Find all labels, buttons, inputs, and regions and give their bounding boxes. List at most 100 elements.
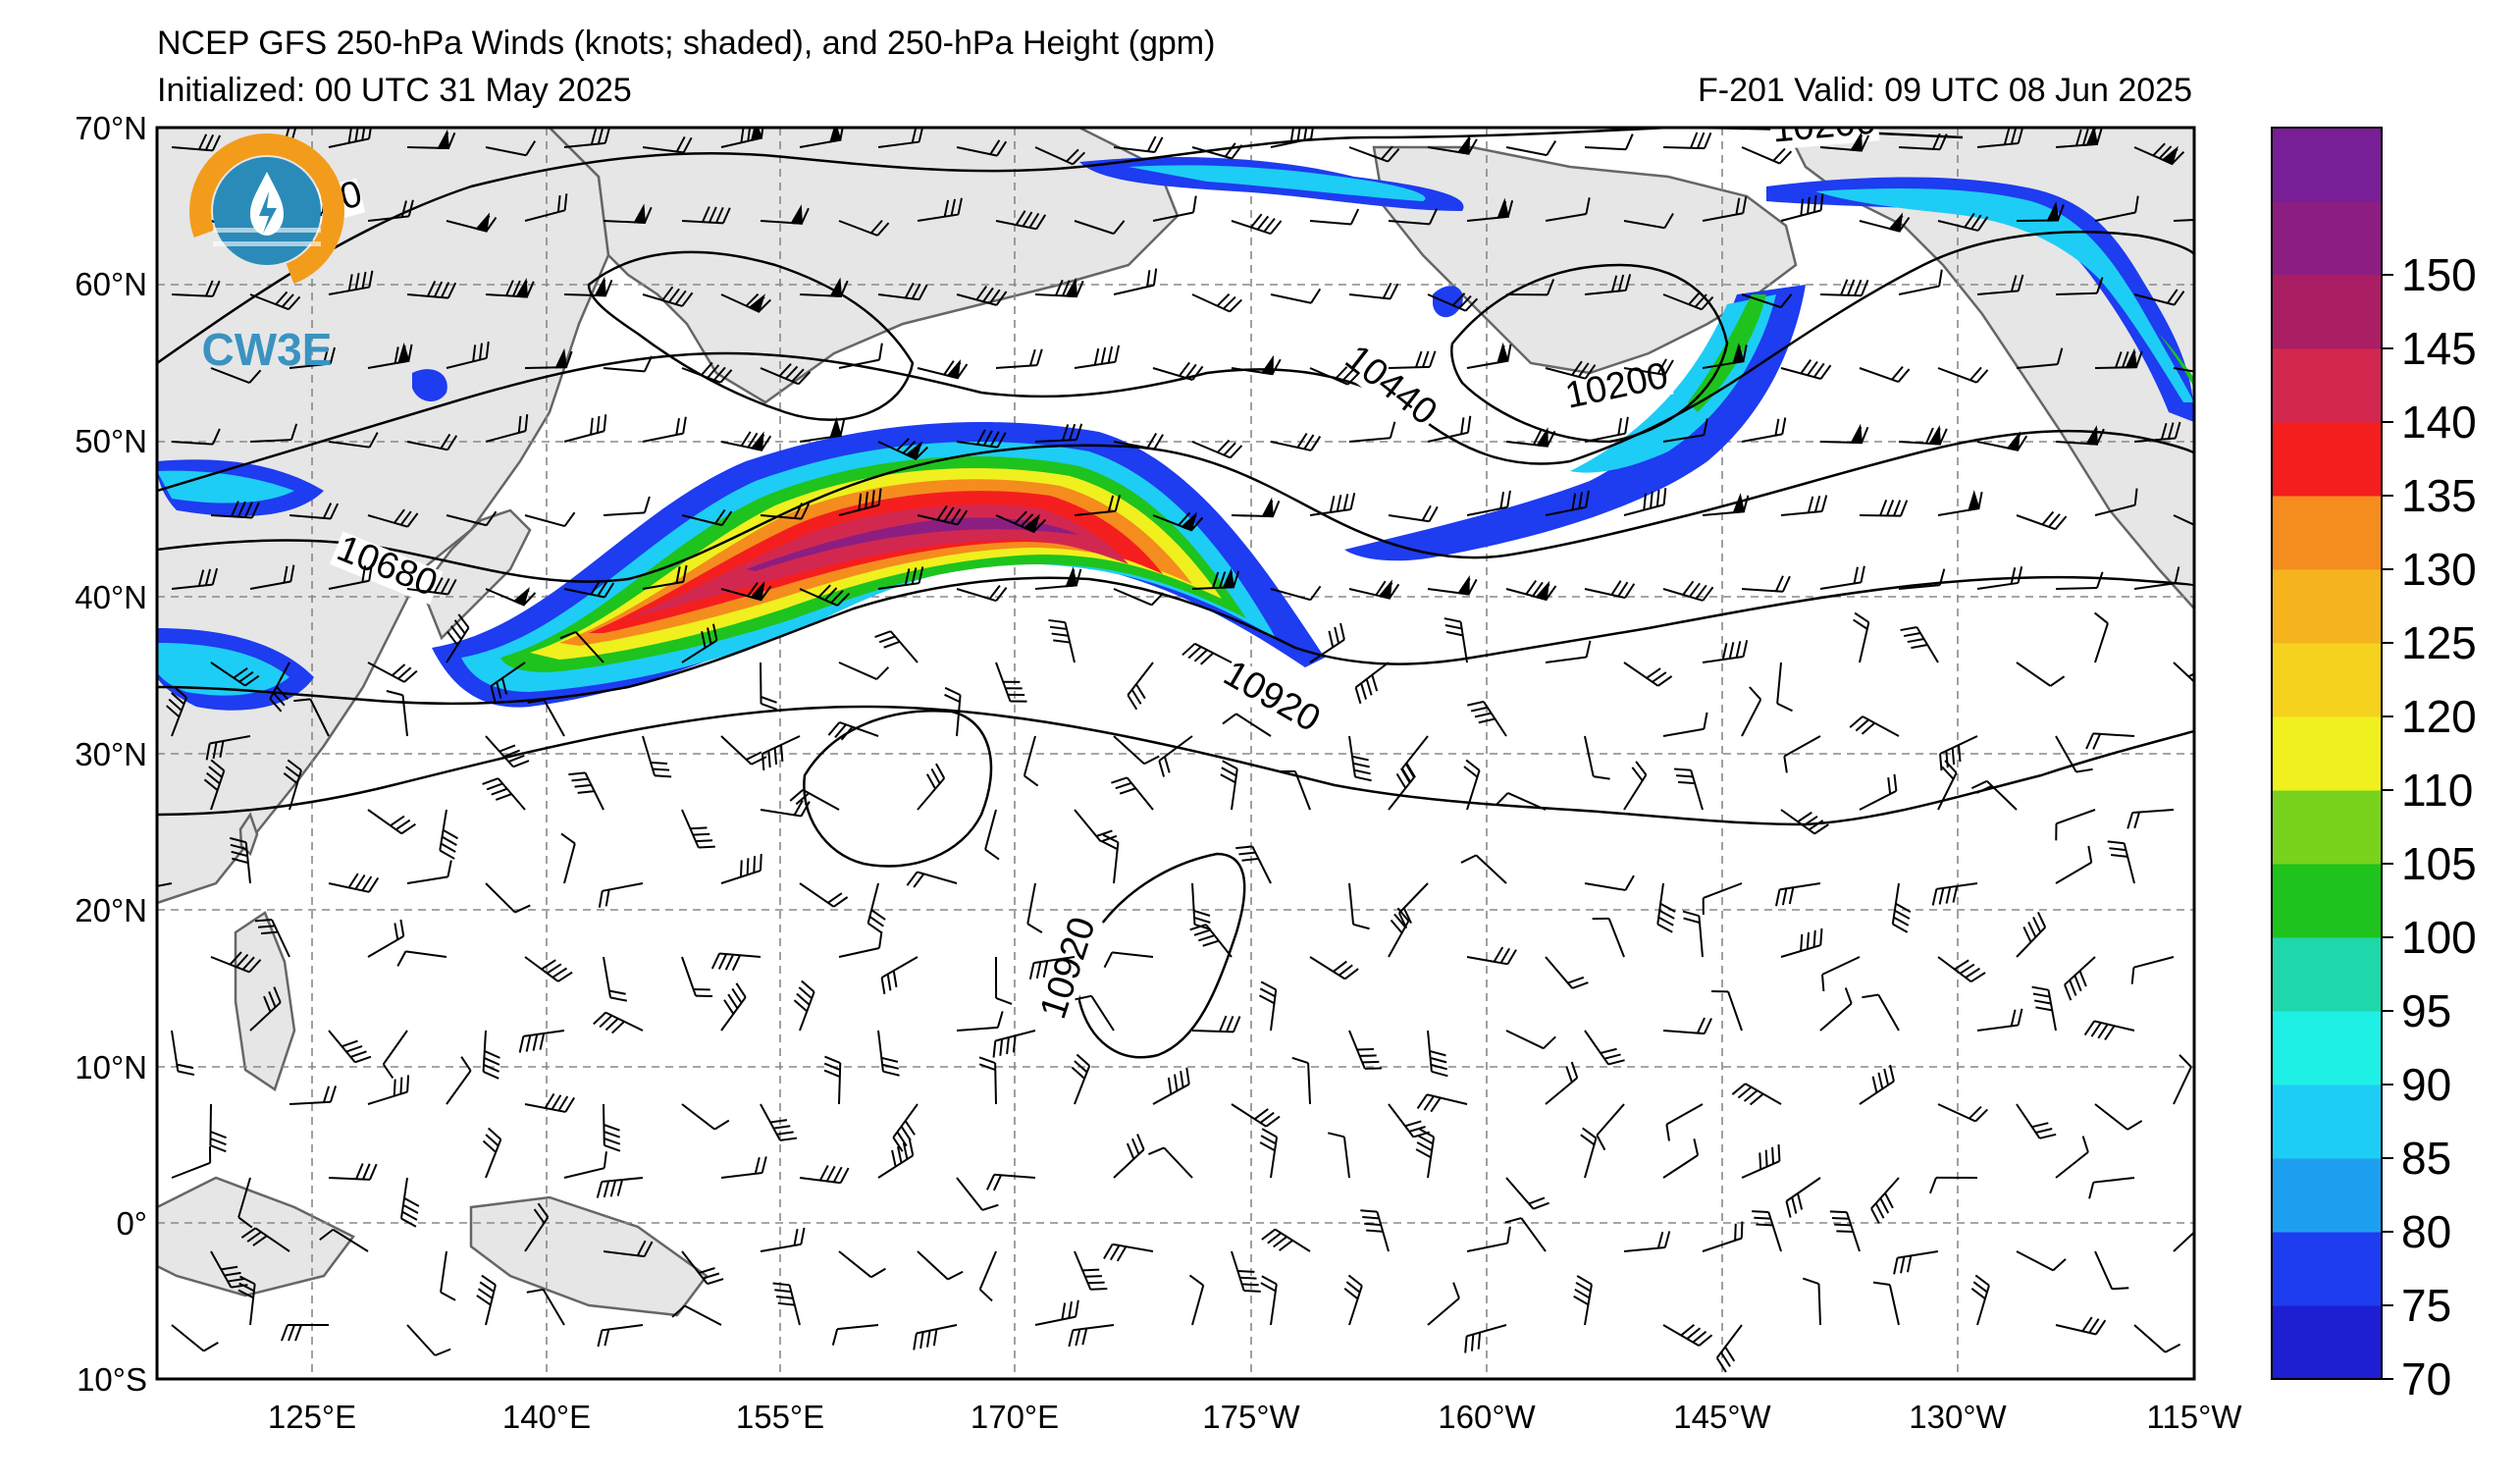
wind-barb [1028,956,1076,980]
wind-barb [1463,759,1481,811]
wind-barb [1872,1281,1900,1326]
wind-barb [1859,366,1911,384]
colorbar-segment [2272,128,2382,202]
logo-text: CW3E [202,324,333,375]
wind-barb [1970,779,2018,811]
wind-barb [1584,1030,1625,1066]
colorbar-segment [2272,1085,2382,1159]
wind-barb [1191,292,1243,313]
wind-barb [760,204,810,225]
wind-barb [1181,642,1233,665]
initialized-label: Initialized: 00 UTC 31 May 2025 [157,72,632,109]
wind-barb [1859,773,1898,811]
wind-barb [1819,423,1869,445]
wind-barb [1939,735,1978,771]
wind-barb [2088,1177,2135,1199]
wind-barb [1783,735,1821,773]
wind-barb [1188,1274,1205,1326]
wind-barb [1191,439,1243,459]
wind-barb [446,613,470,663]
wind-barb [681,956,713,997]
wind-barb [1113,588,1165,607]
wind-barb [1937,760,1958,811]
wind-barb [210,367,262,384]
wind-barb [1775,882,1821,907]
lat-tick-40n: 40°N [75,579,147,615]
wind-barb [281,1324,330,1342]
wind-barb [1802,1277,1821,1326]
wind-barb [906,871,958,888]
wind-barb [396,950,447,967]
jet-west-band-cyan [157,643,289,696]
wind-barb [399,1177,420,1228]
wind-barb [1068,1324,1115,1348]
wind-barb [1662,291,1714,311]
wind-barb [995,510,1047,534]
wind-barb [838,1250,886,1279]
wind-barb [367,508,419,528]
wind-barb [838,343,883,369]
wind-barb [838,488,882,516]
wind-barb [877,566,924,590]
wind-barb [956,584,1008,603]
wind-barb [2133,142,2185,166]
wind-barb [1891,882,1912,933]
wind-barb [1348,145,1400,163]
wind-barb [1545,956,1589,989]
wind-barb [568,771,604,811]
wind-barb [799,584,851,607]
wind-barb [1071,1053,1091,1105]
wind-barb [482,1127,502,1179]
lon-tick-145w: 145°W [1673,1399,1771,1435]
wind-barb [1270,433,1322,451]
wind-barb [237,1177,253,1229]
colorbar-border [2271,127,2383,1380]
wind-barb [603,203,653,224]
contour-10920-tropical-loop [1077,852,1246,1059]
wind-barb [831,1324,879,1346]
wind-barb [1270,288,1322,304]
wind-barb [254,919,290,958]
wind-barb [1937,1103,1989,1123]
colorbar-segment [2272,1232,2382,1306]
colorbar-tick-label: 140 [2401,397,2477,448]
wind-barb [1074,1250,1108,1291]
wind-barb [524,956,573,982]
wind-barb [446,1056,472,1105]
wind-barb [1260,1275,1278,1326]
wind-barb [1189,924,1233,958]
wind-barb [642,286,694,307]
figure-title: NCEP GFS 250-hPa Winds (knots; shaded), … [157,25,1215,62]
wind-barb [761,735,801,770]
wind-barb [1780,359,1832,380]
wind-barb [1158,735,1193,777]
land-kamchatka-siberia [548,128,1180,404]
wind-barb [382,1030,408,1079]
wind-barb [2133,289,2185,306]
wind-barb [1348,579,1400,600]
jet-gulf-band-cyan [1570,294,1776,473]
wind-barb [1898,132,1948,151]
wind-barb [1466,946,1517,966]
wind-barb [166,685,187,737]
wind-barb [838,930,883,958]
wind-barb [2016,1103,2057,1139]
wind-barb [1152,511,1204,532]
wind-barb [2083,1020,2135,1040]
jet-small-blob-b [1433,286,1463,318]
wind-barb [2173,1054,2192,1105]
wind-barb [1776,662,1793,713]
lat-tick-60n: 60°N [75,266,147,302]
wind-barb [1623,358,1674,376]
contour-10200-loop-a [587,250,915,421]
wind-barb [1466,490,1511,516]
lon-tick-115w: 115°W [2147,1399,2243,1435]
wind-barb [1191,142,1243,160]
wind-barb [995,956,1013,1005]
wind-barb [1702,1221,1744,1252]
colorbar-segment [2272,422,2382,497]
wind-barb [1034,146,1086,166]
wind-barb [838,662,890,680]
wind-barb [1780,495,1828,516]
wind-barb [1427,134,1478,155]
